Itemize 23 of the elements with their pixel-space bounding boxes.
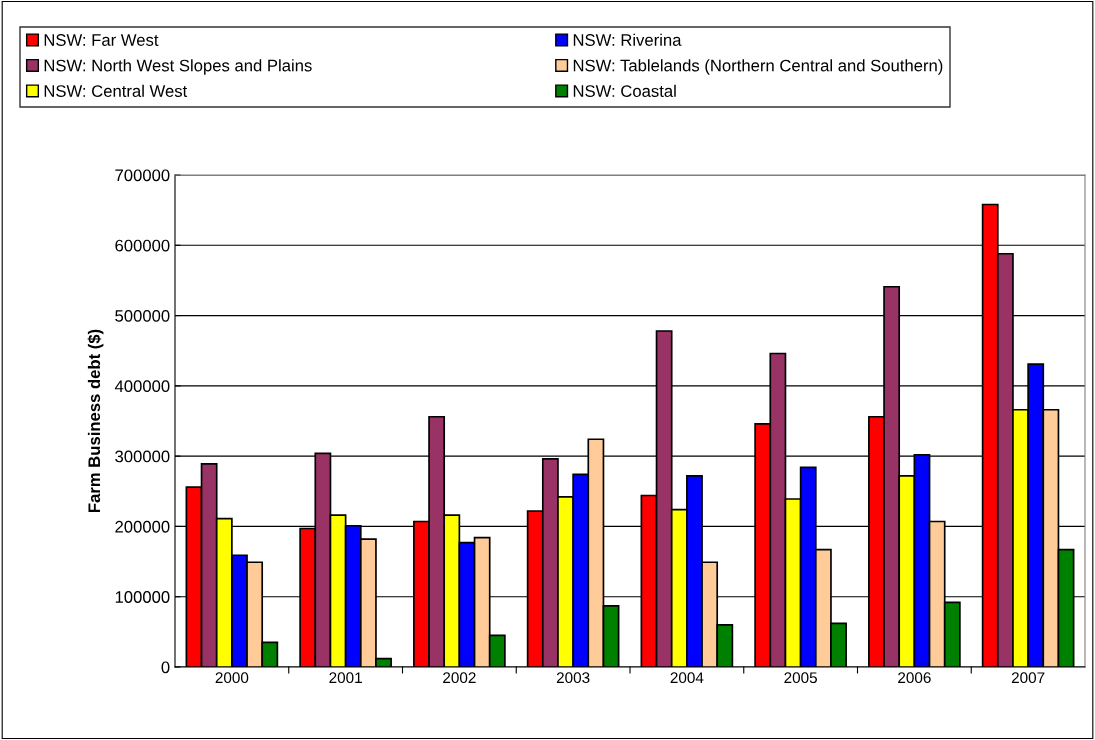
- y-tick-label: 400000: [114, 380, 170, 393]
- y-tick-label: 600000: [115, 239, 170, 252]
- x-tick-label: 2005: [784, 672, 817, 684]
- y-tick-label: 200000: [115, 520, 170, 533]
- x-tick-label: 2003: [556, 672, 590, 684]
- x-tick-label: 2001: [329, 672, 362, 684]
- x-tick-label: 2000: [215, 672, 249, 684]
- x-tick-label: 2006: [898, 672, 931, 684]
- y-tick-label: 100000: [115, 591, 170, 603]
- legend-label: NSW: Far West: [44, 34, 159, 46]
- x-tick-label: 2007: [1011, 672, 1045, 684]
- x-tick-label: 2002: [443, 672, 476, 684]
- x-tick-label: 2004: [670, 672, 704, 684]
- legend-label: NSW: Tablelands (Northern Central and Southern): [573, 59, 943, 75]
- y-tick-label: 0: [161, 661, 170, 674]
- y-tick-label: 700000: [115, 169, 170, 182]
- legend-label: NSW: North West Slopes and Plains: [44, 59, 312, 75]
- legend-label: NSW: Riverina: [573, 33, 682, 46]
- legend-label: NSW: Central West: [44, 84, 188, 97]
- y-axis-title: Farm Business debt ($): [87, 329, 104, 513]
- y-tick-label: 300000: [115, 450, 170, 463]
- y-tick-label: 500000: [115, 309, 170, 322]
- legend-label: NSW: Coastal: [573, 84, 676, 97]
